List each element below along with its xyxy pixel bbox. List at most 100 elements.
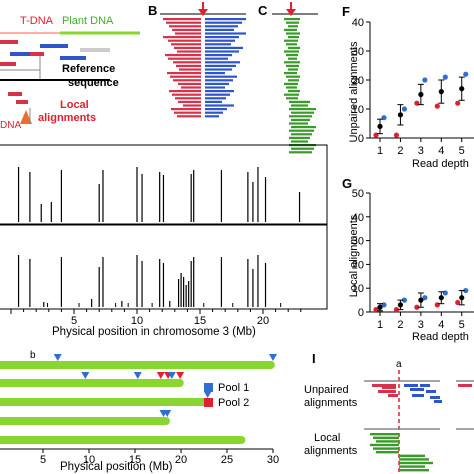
x-tick-label: 1 <box>377 319 383 331</box>
read-seg <box>0 62 16 66</box>
read-blue <box>205 32 246 35</box>
blue-point <box>422 77 428 83</box>
red-point <box>455 299 461 306</box>
read-blue <box>426 390 436 393</box>
read-green <box>284 18 300 21</box>
read-red <box>166 21 201 24</box>
read-red <box>173 79 201 82</box>
read-red <box>174 46 201 49</box>
read-red <box>168 57 201 60</box>
read-red <box>181 86 201 89</box>
read-green <box>289 129 314 132</box>
read-green <box>286 97 298 100</box>
read-red <box>458 384 472 387</box>
read-green <box>291 118 310 121</box>
y-tick-label: 20 <box>352 75 364 87</box>
read-red <box>175 32 201 35</box>
mean-point <box>459 86 465 92</box>
panel-label-g: G <box>342 176 352 191</box>
blue-point <box>422 295 428 301</box>
read-seg <box>40 44 68 48</box>
read-blue <box>205 57 228 60</box>
read-green <box>289 136 310 139</box>
blue-point <box>401 297 408 303</box>
read-blue <box>205 97 226 100</box>
read-seg <box>30 52 44 56</box>
x-tick-label: 25 <box>221 454 233 466</box>
mean-point <box>397 302 404 308</box>
read-seg <box>60 56 86 60</box>
read-green <box>284 72 297 75</box>
blue-point <box>463 287 469 294</box>
marker-icon <box>81 372 90 379</box>
read-blue <box>410 388 424 391</box>
marker-icon <box>156 372 165 379</box>
blue-point <box>442 290 448 296</box>
blue-point <box>463 71 469 77</box>
legend-pool2: Pool 2 <box>218 397 249 409</box>
read-green <box>289 122 308 125</box>
read-blue <box>205 115 219 118</box>
read-red <box>183 104 201 107</box>
y-tick-label: 40 <box>352 17 364 29</box>
read-green <box>291 140 308 143</box>
plant-dna-label: Plant DNA <box>62 15 114 27</box>
read-blue <box>205 68 232 71</box>
read-green <box>399 465 425 468</box>
y-tick-label: 10 <box>352 283 364 295</box>
x-tick-label: 5 <box>40 454 46 466</box>
arrow-down-icon <box>198 2 208 16</box>
read-green <box>399 461 433 465</box>
mean-point <box>438 295 444 301</box>
read-seg <box>80 48 110 52</box>
reference-label-2: sequence <box>68 77 119 89</box>
panel-label-b: B <box>148 3 157 18</box>
x-tick-label: 5 <box>459 319 465 331</box>
local-seg <box>8 92 22 96</box>
read-blue <box>205 108 227 111</box>
d-xlabel: Physical position in chromosome 3 (Mb) <box>52 326 256 338</box>
read-red <box>378 390 396 393</box>
read-blue <box>434 400 442 403</box>
read-blue <box>420 384 430 387</box>
chart-f: Unpaired alignments Read depth 0 10 20 30 40… <box>348 17 474 170</box>
y-tick-label: 0 <box>358 133 364 145</box>
x-tick-label: 4 <box>438 145 444 157</box>
read-red <box>168 39 201 42</box>
read-blue <box>205 46 243 49</box>
read-green <box>288 68 298 71</box>
g-ylabel: Local alignments <box>348 214 360 297</box>
read-seg <box>10 52 30 56</box>
red-point <box>434 302 440 308</box>
read-green <box>291 147 314 150</box>
arrow-down-icon <box>286 2 296 16</box>
marker-icon <box>269 354 277 361</box>
read-green <box>286 86 297 89</box>
read-blue <box>430 396 440 399</box>
read-red <box>171 43 201 46</box>
read-green <box>289 115 312 118</box>
cut-label: DNA <box>0 120 21 131</box>
read-green <box>288 57 297 60</box>
x-tick-label: 1 <box>377 145 383 157</box>
read-green <box>286 75 300 78</box>
read-green <box>373 436 399 439</box>
read-blue <box>205 50 239 53</box>
legend-pool1: Pool 1 <box>218 382 249 394</box>
panel-label-f: F <box>342 4 350 19</box>
track-1-peaks <box>17 167 301 222</box>
track-2-peaks <box>17 255 282 307</box>
read-blue <box>205 64 236 67</box>
read-green <box>399 458 429 461</box>
read-green <box>376 451 399 454</box>
panel-d: 5 10 15 20 Physical position in chromosome … <box>0 144 328 338</box>
x-tick-label: 5 <box>459 145 465 157</box>
read-red <box>388 394 398 397</box>
red-point <box>393 132 400 138</box>
read-blue <box>205 21 242 24</box>
g-xlabel: Read depth <box>412 331 469 343</box>
y-tick-label: 10 <box>352 104 364 116</box>
chromosome-bar <box>0 436 246 444</box>
mean-point <box>438 89 444 95</box>
read-red <box>177 115 201 118</box>
